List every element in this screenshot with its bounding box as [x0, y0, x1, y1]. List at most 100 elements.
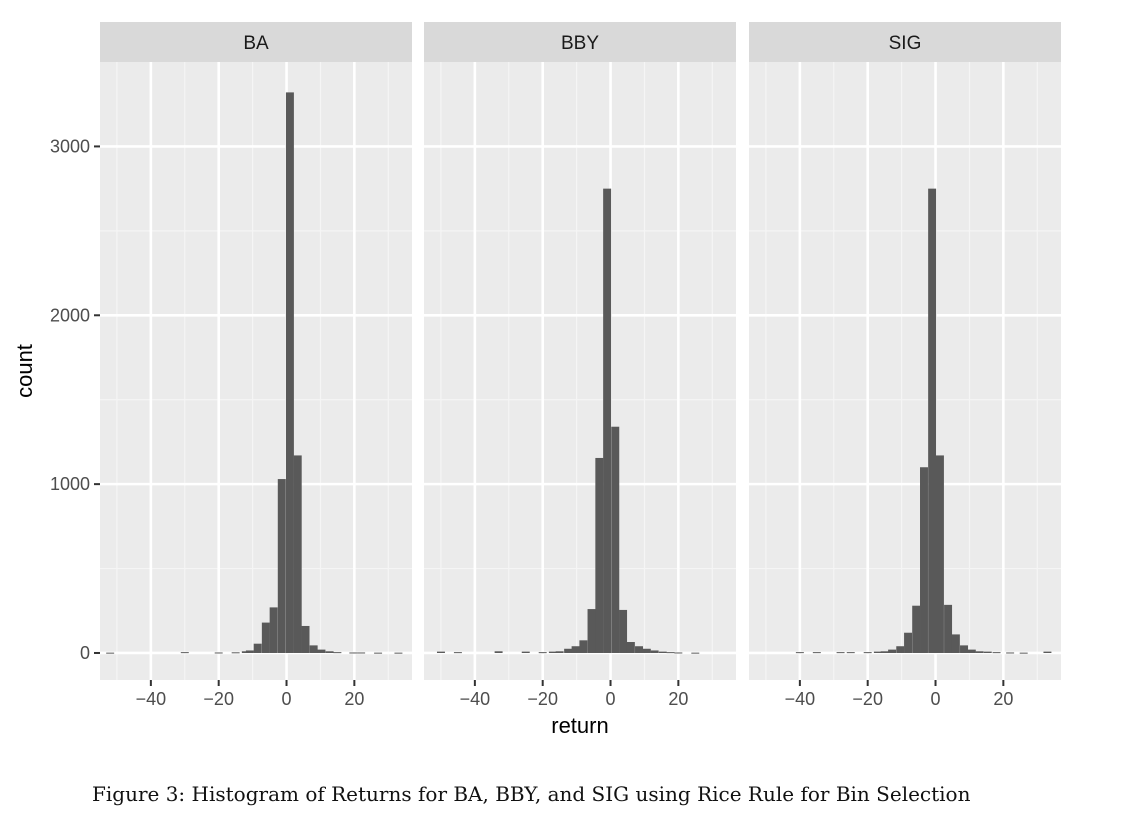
histogram-bar [691, 652, 700, 654]
histogram-bar [650, 650, 659, 653]
histogram-bar [301, 625, 310, 653]
facet-ba: BA [100, 22, 412, 680]
x-tick-label: 20 [668, 689, 688, 709]
histogram-bar [873, 651, 882, 653]
histogram-bar [555, 651, 564, 653]
histogram-bar [603, 188, 612, 653]
histogram-bar [912, 605, 921, 653]
x-axis-bby: −40 −20 0 20 [460, 680, 688, 709]
facet-strip [749, 22, 1061, 62]
panel-background [100, 62, 412, 680]
histogram-bar [846, 652, 855, 654]
x-tick-label: −20 [203, 689, 234, 709]
histogram-bar [253, 643, 262, 653]
histogram-bar [394, 652, 403, 654]
histogram-bar [317, 649, 326, 653]
histogram-figure: BA BBY SIG 0 1000 2000 3000 −40 −20 0 20 −40 −20 0 2… [12, 22, 1061, 738]
histogram-bar [277, 479, 286, 653]
histogram-bar [863, 652, 872, 654]
x-tick-label: −40 [785, 689, 816, 709]
histogram-bar [812, 652, 821, 654]
facet-label: BA [243, 33, 269, 54]
histogram-bar [967, 649, 976, 653]
histogram-bar [975, 651, 984, 653]
facet-strip [100, 22, 412, 62]
histogram-bar [642, 648, 651, 653]
histogram-bar [1019, 652, 1028, 654]
histogram-bar [269, 607, 278, 653]
x-tick-label: 0 [606, 689, 616, 709]
x-tick-label: −20 [852, 689, 883, 709]
histogram-bar [325, 651, 334, 653]
histogram-bar [494, 651, 503, 653]
histogram-bar [1006, 652, 1015, 654]
histogram-bar [888, 649, 897, 653]
x-tick-label: 0 [282, 689, 292, 709]
facet-label: SIG [889, 33, 922, 54]
histogram-bar [548, 651, 557, 653]
histogram-bar [293, 455, 302, 653]
histogram-bar [666, 652, 675, 654]
histogram-bar [245, 650, 254, 653]
histogram-bar [521, 651, 530, 653]
histogram-bar [349, 652, 358, 654]
histogram-bar [595, 457, 604, 653]
x-axes: −40 −20 0 20 −40 −20 0 20 −40 −20 0 20 [136, 680, 1013, 709]
histogram-bar [579, 640, 588, 653]
facet-bby: BBY [424, 22, 736, 680]
histogram-bar [992, 652, 1001, 654]
x-tick-label: −40 [460, 689, 491, 709]
histogram-bar [285, 92, 294, 653]
facet-label: BBY [561, 33, 599, 54]
histogram-bar [231, 652, 240, 654]
histogram-bar [944, 604, 953, 653]
histogram-bar [611, 426, 620, 653]
histogram-bar [214, 652, 223, 654]
histogram-bar [333, 652, 342, 654]
histogram-bar [619, 609, 628, 653]
histogram-bar [880, 651, 889, 653]
x-tick-label: −40 [136, 689, 167, 709]
histogram-bar [635, 646, 643, 653]
histogram-bar [658, 651, 667, 653]
histogram-bar [674, 652, 683, 654]
histogram-bar [538, 652, 547, 654]
histogram-bar [564, 648, 573, 653]
histogram-bar [357, 652, 366, 654]
histogram-bar [180, 652, 189, 654]
x-axis-title: return [551, 713, 608, 738]
histogram-bar [896, 646, 905, 653]
histogram-bar [436, 651, 445, 653]
y-axis-title: count [12, 344, 37, 398]
figure-caption: Figure 3: Histogram of Returns for BA, B… [92, 782, 971, 806]
y-tick-label: 0 [80, 643, 90, 663]
x-tick-label: 20 [993, 689, 1013, 709]
histogram-bar [983, 651, 992, 653]
y-tick-label: 1000 [50, 474, 90, 494]
histogram-bar [106, 652, 115, 654]
histogram-bar [626, 642, 635, 653]
histogram-bar [795, 652, 804, 654]
histogram-bar [587, 609, 596, 653]
histogram-bar [836, 652, 845, 654]
y-tick-label: 3000 [50, 136, 90, 156]
histogram-bar [1043, 651, 1052, 653]
histogram-bar [453, 652, 462, 654]
x-tick-label: −20 [527, 689, 558, 709]
histogram-bar [309, 645, 318, 653]
histogram-bar [960, 645, 968, 653]
y-tick-label: 2000 [50, 305, 90, 325]
x-tick-label: 20 [344, 689, 364, 709]
x-axis-ba: −40 −20 0 20 [136, 680, 364, 709]
y-axis: 0 1000 2000 3000 [50, 136, 100, 663]
histogram-bar [951, 634, 960, 653]
histogram-bar [928, 188, 937, 653]
histogram-bar [241, 651, 250, 653]
panel-background [424, 62, 736, 680]
histogram-bar [935, 455, 944, 653]
histogram-bar [261, 622, 270, 653]
x-tick-label: 0 [931, 689, 941, 709]
x-axis-sig: −40 −20 0 20 [785, 680, 1013, 709]
histogram-bar [904, 632, 913, 653]
facet-strip [424, 22, 736, 62]
